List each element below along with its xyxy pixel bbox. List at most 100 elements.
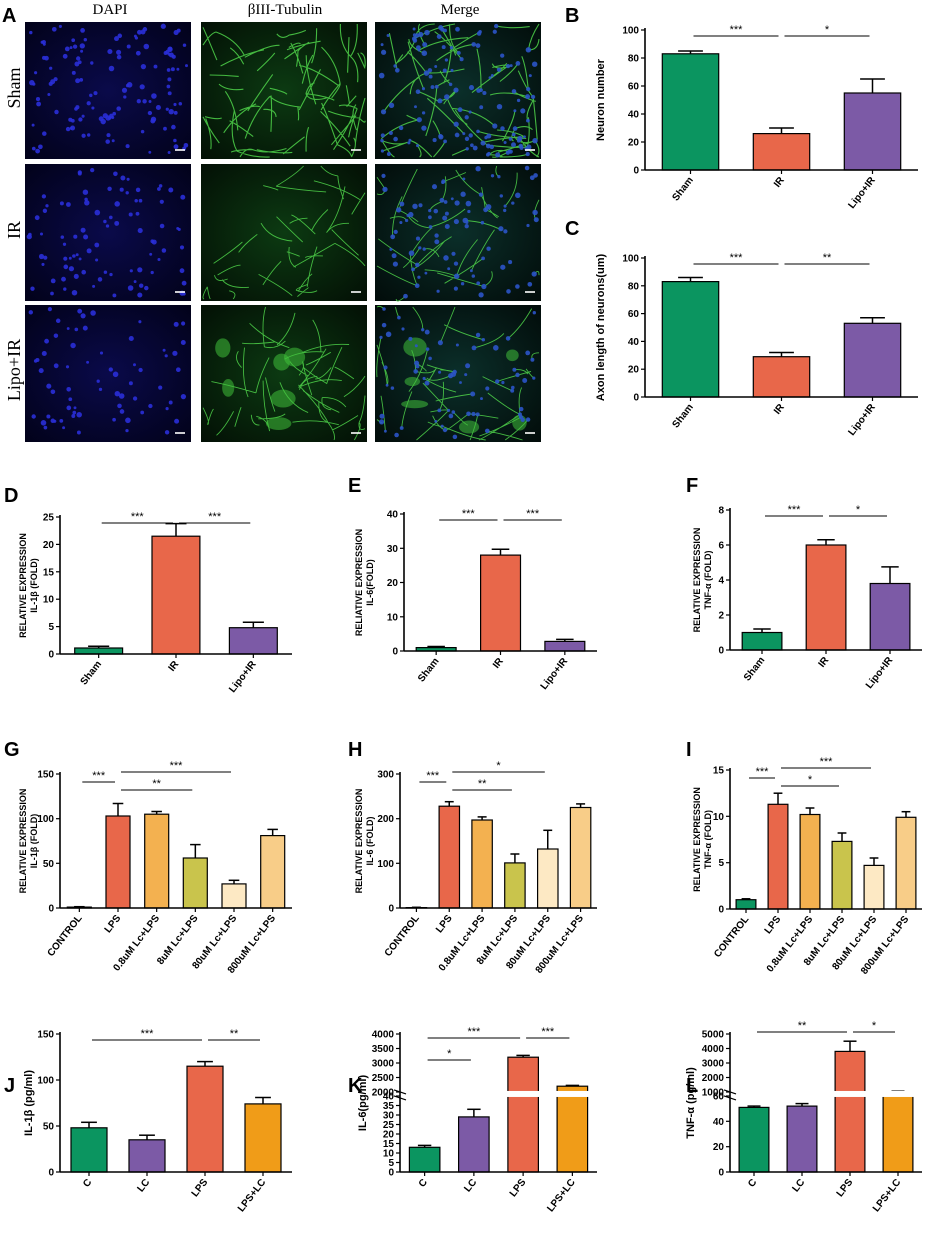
nucleus — [125, 417, 131, 424]
nucleus — [36, 101, 42, 107]
nucleus — [86, 360, 90, 364]
x-tick-label: C — [417, 1177, 430, 1189]
nucleus — [476, 129, 480, 134]
chart-axon-length: C 0 20 40 60 80 100 Sham IR Lipo+IR Axon length of… — [565, 218, 918, 438]
y-axis-label: IL-6(pg/ml) — [357, 1075, 369, 1132]
nucleus — [414, 105, 417, 109]
nucleus — [436, 34, 442, 39]
tubulin-fibers — [202, 306, 366, 441]
panel-label-l: L — [686, 1075, 698, 1097]
nucleus — [120, 175, 126, 181]
nucleus — [393, 136, 398, 142]
nucleus — [180, 393, 187, 400]
bar-lipo-ir — [843, 92, 902, 171]
nucleus — [510, 385, 515, 390]
nucleus — [41, 55, 47, 60]
nucleus — [76, 430, 81, 435]
nucleus — [421, 328, 425, 332]
nucleus — [90, 167, 95, 173]
y-tick-label: 0 — [718, 905, 724, 916]
nucleus — [81, 269, 87, 275]
nucleus — [66, 387, 71, 392]
nucleus — [443, 255, 449, 261]
nucleus — [138, 198, 143, 203]
nucleus — [382, 186, 388, 193]
y-tick-label: 5 — [48, 622, 54, 633]
nucleus — [512, 126, 518, 131]
nucleus — [515, 61, 521, 66]
nucleus — [441, 45, 446, 50]
significance-label: *** — [426, 770, 440, 782]
significance-label: ** — [152, 778, 161, 790]
nucleus — [511, 89, 517, 94]
nucleus — [137, 267, 143, 273]
nucleus — [84, 200, 90, 206]
nucleus — [444, 224, 450, 229]
nucleus — [532, 311, 536, 315]
scale-bar — [525, 149, 535, 151]
nucleus — [180, 340, 186, 345]
nucleus — [176, 67, 180, 71]
nucleus — [392, 261, 398, 267]
y-tick-label: 40 — [383, 1092, 395, 1103]
nucleus — [128, 335, 134, 342]
nucleus — [35, 357, 40, 363]
nucleus — [408, 138, 412, 142]
nucleus — [182, 292, 186, 296]
nucleus — [524, 165, 530, 171]
nucleus — [468, 133, 473, 138]
nucleus — [465, 363, 471, 369]
nucleus — [74, 107, 78, 111]
nucleus — [94, 209, 101, 216]
nucleus — [415, 89, 421, 95]
nucleus — [65, 126, 71, 132]
y-tick-label: 0 — [48, 904, 54, 915]
nucleus — [112, 371, 119, 378]
nucleus — [170, 67, 175, 72]
nucleus — [454, 273, 460, 279]
nucleus — [32, 82, 36, 86]
nucleus — [408, 211, 414, 218]
nucleus — [78, 257, 82, 261]
nucleus — [515, 192, 521, 199]
nucleus — [79, 43, 85, 49]
micrograph-lipo-ir-dapi — [25, 305, 191, 442]
significance-label: *** — [208, 511, 222, 523]
nucleus — [81, 114, 85, 118]
nucleus — [63, 264, 69, 270]
nucleus — [71, 38, 76, 43]
nucleus — [423, 70, 430, 76]
nucleus — [70, 342, 76, 349]
bar-lps — [834, 1050, 866, 1173]
column-title-merge: Merge — [441, 2, 480, 18]
nucleus — [444, 211, 449, 216]
x-tick-label: LPS+LC — [545, 1177, 577, 1214]
x-tick-label: Lipo+IR — [227, 658, 259, 694]
nucleus — [475, 332, 481, 338]
nucleus — [500, 53, 505, 58]
nucleus — [76, 411, 82, 418]
nucleus — [416, 144, 419, 148]
bar-c — [738, 1106, 770, 1173]
bar-lipo-ir — [869, 582, 911, 651]
nucleus — [53, 363, 59, 369]
nucleus — [499, 194, 503, 198]
nucleus — [525, 47, 532, 53]
nucleus — [42, 131, 47, 136]
y-axis-label: RELATIVE EXPRESSION — [18, 533, 28, 638]
x-tick-label: Sham — [416, 656, 442, 684]
nucleus — [440, 424, 444, 428]
nucleus — [496, 103, 503, 110]
nucleus — [434, 84, 439, 89]
nucleus — [443, 200, 448, 204]
nucleus — [43, 255, 48, 260]
nucleus — [513, 109, 517, 113]
panel-label-k: K — [348, 1075, 363, 1097]
cell-body — [404, 376, 421, 387]
nucleus — [481, 337, 486, 342]
y-tick-label: 80 — [628, 54, 640, 65]
y-axis-label: IL-1β (FOLD) — [29, 558, 39, 612]
nucleus — [179, 268, 185, 274]
nucleus — [452, 369, 457, 375]
nucleus — [140, 410, 145, 415]
